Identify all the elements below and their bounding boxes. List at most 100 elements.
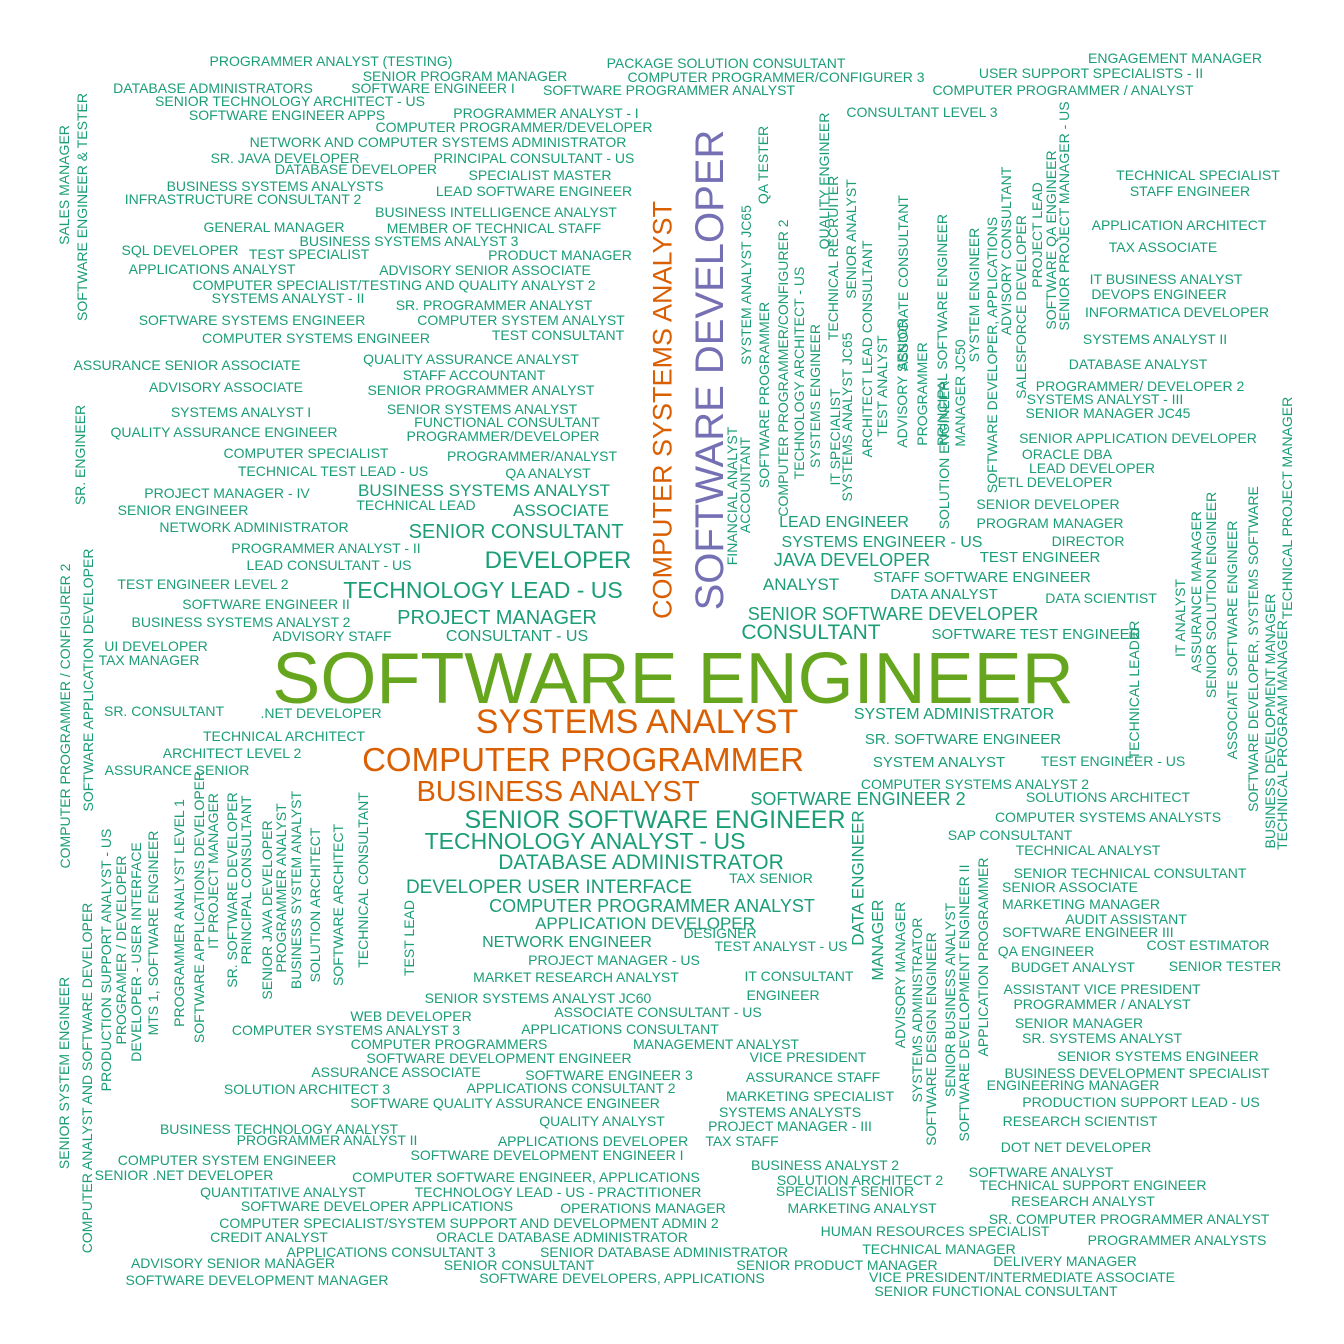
cloud-word: BUSINESS ANALYST 2 [750,1157,900,1174]
cloud-word: APPLICATIONS CONSULTANT 2 [466,1080,676,1097]
cloud-word: SOFTWARE DESIGN ENGINEER [923,932,939,1146]
cloud-word: SENIOR FUNCTIONAL CONSULTANT [874,1283,1118,1300]
cloud-word: COMPUTER SYSTEM ENGINEER [117,1152,337,1169]
cloud-word: IT ANALYST [1172,578,1188,658]
cloud-word: TEST CONSULTANT [491,327,625,344]
cloud-word: SENIOR PROJECT MANAGER - US [1056,101,1072,331]
cloud-word: BUSINESS ANALYST [416,775,700,808]
cloud-word: TEST ENGINEER [979,549,1101,567]
cloud-word: SYSTEM ANALYST JC65 [738,205,754,365]
cloud-word: APPLICATIONS CONSULTANT 3 [286,1244,496,1261]
cloud-word: SYSTEMS ENGINEER - US [781,533,983,551]
cloud-word: PROGRAMMER ANALYST [273,803,289,973]
cloud-word: SOFTWARE ENGINEER APPS [188,107,386,124]
cloud-word: TECHNOLOGY ARCHITECT - US [791,266,807,480]
cloud-word: HUMAN RESOURCES SPECIALIST [820,1223,1050,1240]
cloud-word: COMPUTER PROGRAMMER [362,741,804,779]
cloud-word: SALES MANAGER [56,125,72,245]
cloud-word: SYSTEMS ANALYST I [170,404,312,421]
cloud-word: SOLUTION ARCHITECT 2 [776,1172,944,1189]
cloud-word: VICE PRESIDENT [749,1049,867,1066]
cloud-word: CONSULTANT - US [445,627,589,645]
cloud-word: MANAGER JC50 [952,339,968,447]
cloud-word: PROGRAMER / DEVELOPER [113,855,129,1045]
cloud-word: ASSISTANT VICE PRESIDENT [1003,981,1201,998]
cloud-word: PROGRAMMER [914,342,930,446]
cloud-word: INFORMATICA DEVELOPER [1084,304,1270,321]
cloud-word: SOLUTION ARCHITECT 3 [223,1081,391,1098]
cloud-word: STAFF SOFTWARE ENGINEER [873,569,1091,587]
cloud-word: IT PROJECT MANAGER [205,793,221,949]
cloud-word: FUNCTIONAL CONSULTANT [414,414,600,431]
cloud-word: PRODUCT MANAGER [488,247,632,264]
cloud-word: SOFTWARE ARCHITECT [330,823,346,987]
cloud-word: BUSINESS SYSTEMS ANALYST 2 [131,614,351,631]
cloud-word: ASSURANCE ASSOCIATE [311,1064,481,1081]
cloud-word: SENIOR PRODUCT MANAGER [736,1257,938,1274]
cloud-word: COMPUTER PROGRAMMER/DEVELOPER [375,119,653,136]
cloud-word: SOFTWARE PROGRAMMER ANALYST [542,82,796,99]
cloud-word: SENIOR ENGINEER [117,502,249,519]
cloud-word: SENIOR TESTER [1168,958,1282,975]
cloud-word: DEVOPS ENGINEER [1091,286,1227,303]
cloud-word: INFRASTRUCTURE CONSULTANT 2 [124,191,362,208]
cloud-word: JAVA DEVELOPER [773,549,931,570]
cloud-word: ADVISORY STAFF [272,628,392,645]
cloud-word: SR. SOFTWARE DEVELOPER [224,792,240,988]
cloud-word: SOFTWARE ENGINEER [272,638,1074,719]
cloud-word: QA ENGINEER [997,943,1095,960]
cloud-word: SENIOR TECHNOLOGY ARCHITECT - US [155,93,425,110]
cloud-word: QA TESTER [755,125,771,205]
cloud-word: SOFTWARE DEVELOPER, APPLICATIONS [984,216,1000,494]
cloud-word: BUSINESS SYSTEMS ANALYST [358,480,610,500]
cloud-word: UI DEVELOPER [104,638,208,655]
cloud-word: COMPUTER SYSTEMS ANALYSTS [994,809,1222,826]
cloud-word: SR. SOFTWARE ENGINEER [864,731,1062,749]
cloud-word: SOFTWARE DEVELOPER, SYSTEMS SOFTWARE [1245,486,1261,812]
cloud-word: COMPUTER SOFTWARE ENGINEER, APPLICATIONS [352,1169,700,1186]
cloud-word: SR. JAVA DEVELOPER [210,150,360,167]
cloud-word: CREDIT ANALYST [210,1229,328,1246]
cloud-word: SENIOR DATABASE ADMINISTRATOR [540,1244,788,1261]
cloud-word: TECHNOLOGY LEAD - US [343,576,623,603]
cloud-word: DATA ANALYST [890,586,998,604]
cloud-word: NETWORK AND COMPUTER SYSTEMS ADMINISTRAT… [249,134,627,151]
cloud-word: TAX SENIOR [729,870,813,887]
cloud-word: MANAGER [870,899,887,981]
cloud-word: SOFTWARE ENGINEER 2 [750,788,966,809]
cloud-word: DATABASE ADMINISTRATORS [113,80,313,97]
cloud-word: RESEARCH ANALYST [1011,1193,1155,1210]
cloud-word: MARKETING ANALYST [787,1200,937,1217]
cloud-word: SOLUTIONS ARCHITECT [1025,789,1191,806]
cloud-word: PROJECT MANAGER - IV [144,485,310,502]
cloud-word: TECHNICAL LEADER [1126,620,1142,760]
cloud-word: NETWORK ADMINISTRATOR [159,519,349,536]
cloud-word: PROGRAMMER ANALYSTS [1087,1232,1267,1249]
cloud-word: TEST ANALYST [874,335,890,437]
cloud-word: ASSOCIATE [512,500,610,520]
cloud-word: QUALITY ASSURANCE ANALYST [363,351,579,368]
cloud-word: TEST SPECIALIST [248,246,370,263]
cloud-word: ADVISORY MANAGER [892,901,908,1049]
cloud-word: SENIOR DEVELOPER [976,496,1120,513]
cloud-word: COMPUTER SPECIALIST [223,445,389,462]
cloud-word: PROJECT MANAGER - US [528,952,700,969]
cloud-word: SENIOR JAVA DEVELOPER [259,820,275,1000]
cloud-word: SOFTWARE TEST ENGINEER [931,626,1141,644]
cloud-word: VICE PRESIDENT/INTERMEDIATE ASSOCIATE [869,1269,1175,1286]
cloud-word: PROJECT MANAGER - III [708,1118,872,1135]
cloud-word: COMPUTER SYSTEM ANALYST [417,312,625,329]
cloud-word: SR. COMPUTER PROGRAMMER ANALYST [988,1211,1270,1228]
cloud-word: ASSURANCE MANAGER [1188,511,1204,673]
cloud-word: SENIOR SYSTEMS ENGINEER [1057,1048,1259,1065]
cloud-word: WEB DEVELOPER [350,1008,472,1025]
cloud-word: ARCHITECT LEVEL 2 [162,745,302,762]
cloud-word: BUSINESS SYSTEMS ANALYST 3 [299,233,519,250]
cloud-word: BUSINESS SYSTEMS ANALYSTS [166,178,384,195]
cloud-word: SENIOR PROGRAM MANAGER [362,68,568,85]
cloud-word: COMPUTER PROGRAMMER ANALYST [489,895,815,916]
cloud-word: ADVISORY ASSOCIATE [148,379,304,396]
cloud-word: DATABASE ADMINISTRATOR [498,851,784,875]
cloud-word: SOFTWARE SYSTEMS ENGINEER [138,312,366,329]
cloud-word: ORACLE DBA [1021,446,1113,463]
